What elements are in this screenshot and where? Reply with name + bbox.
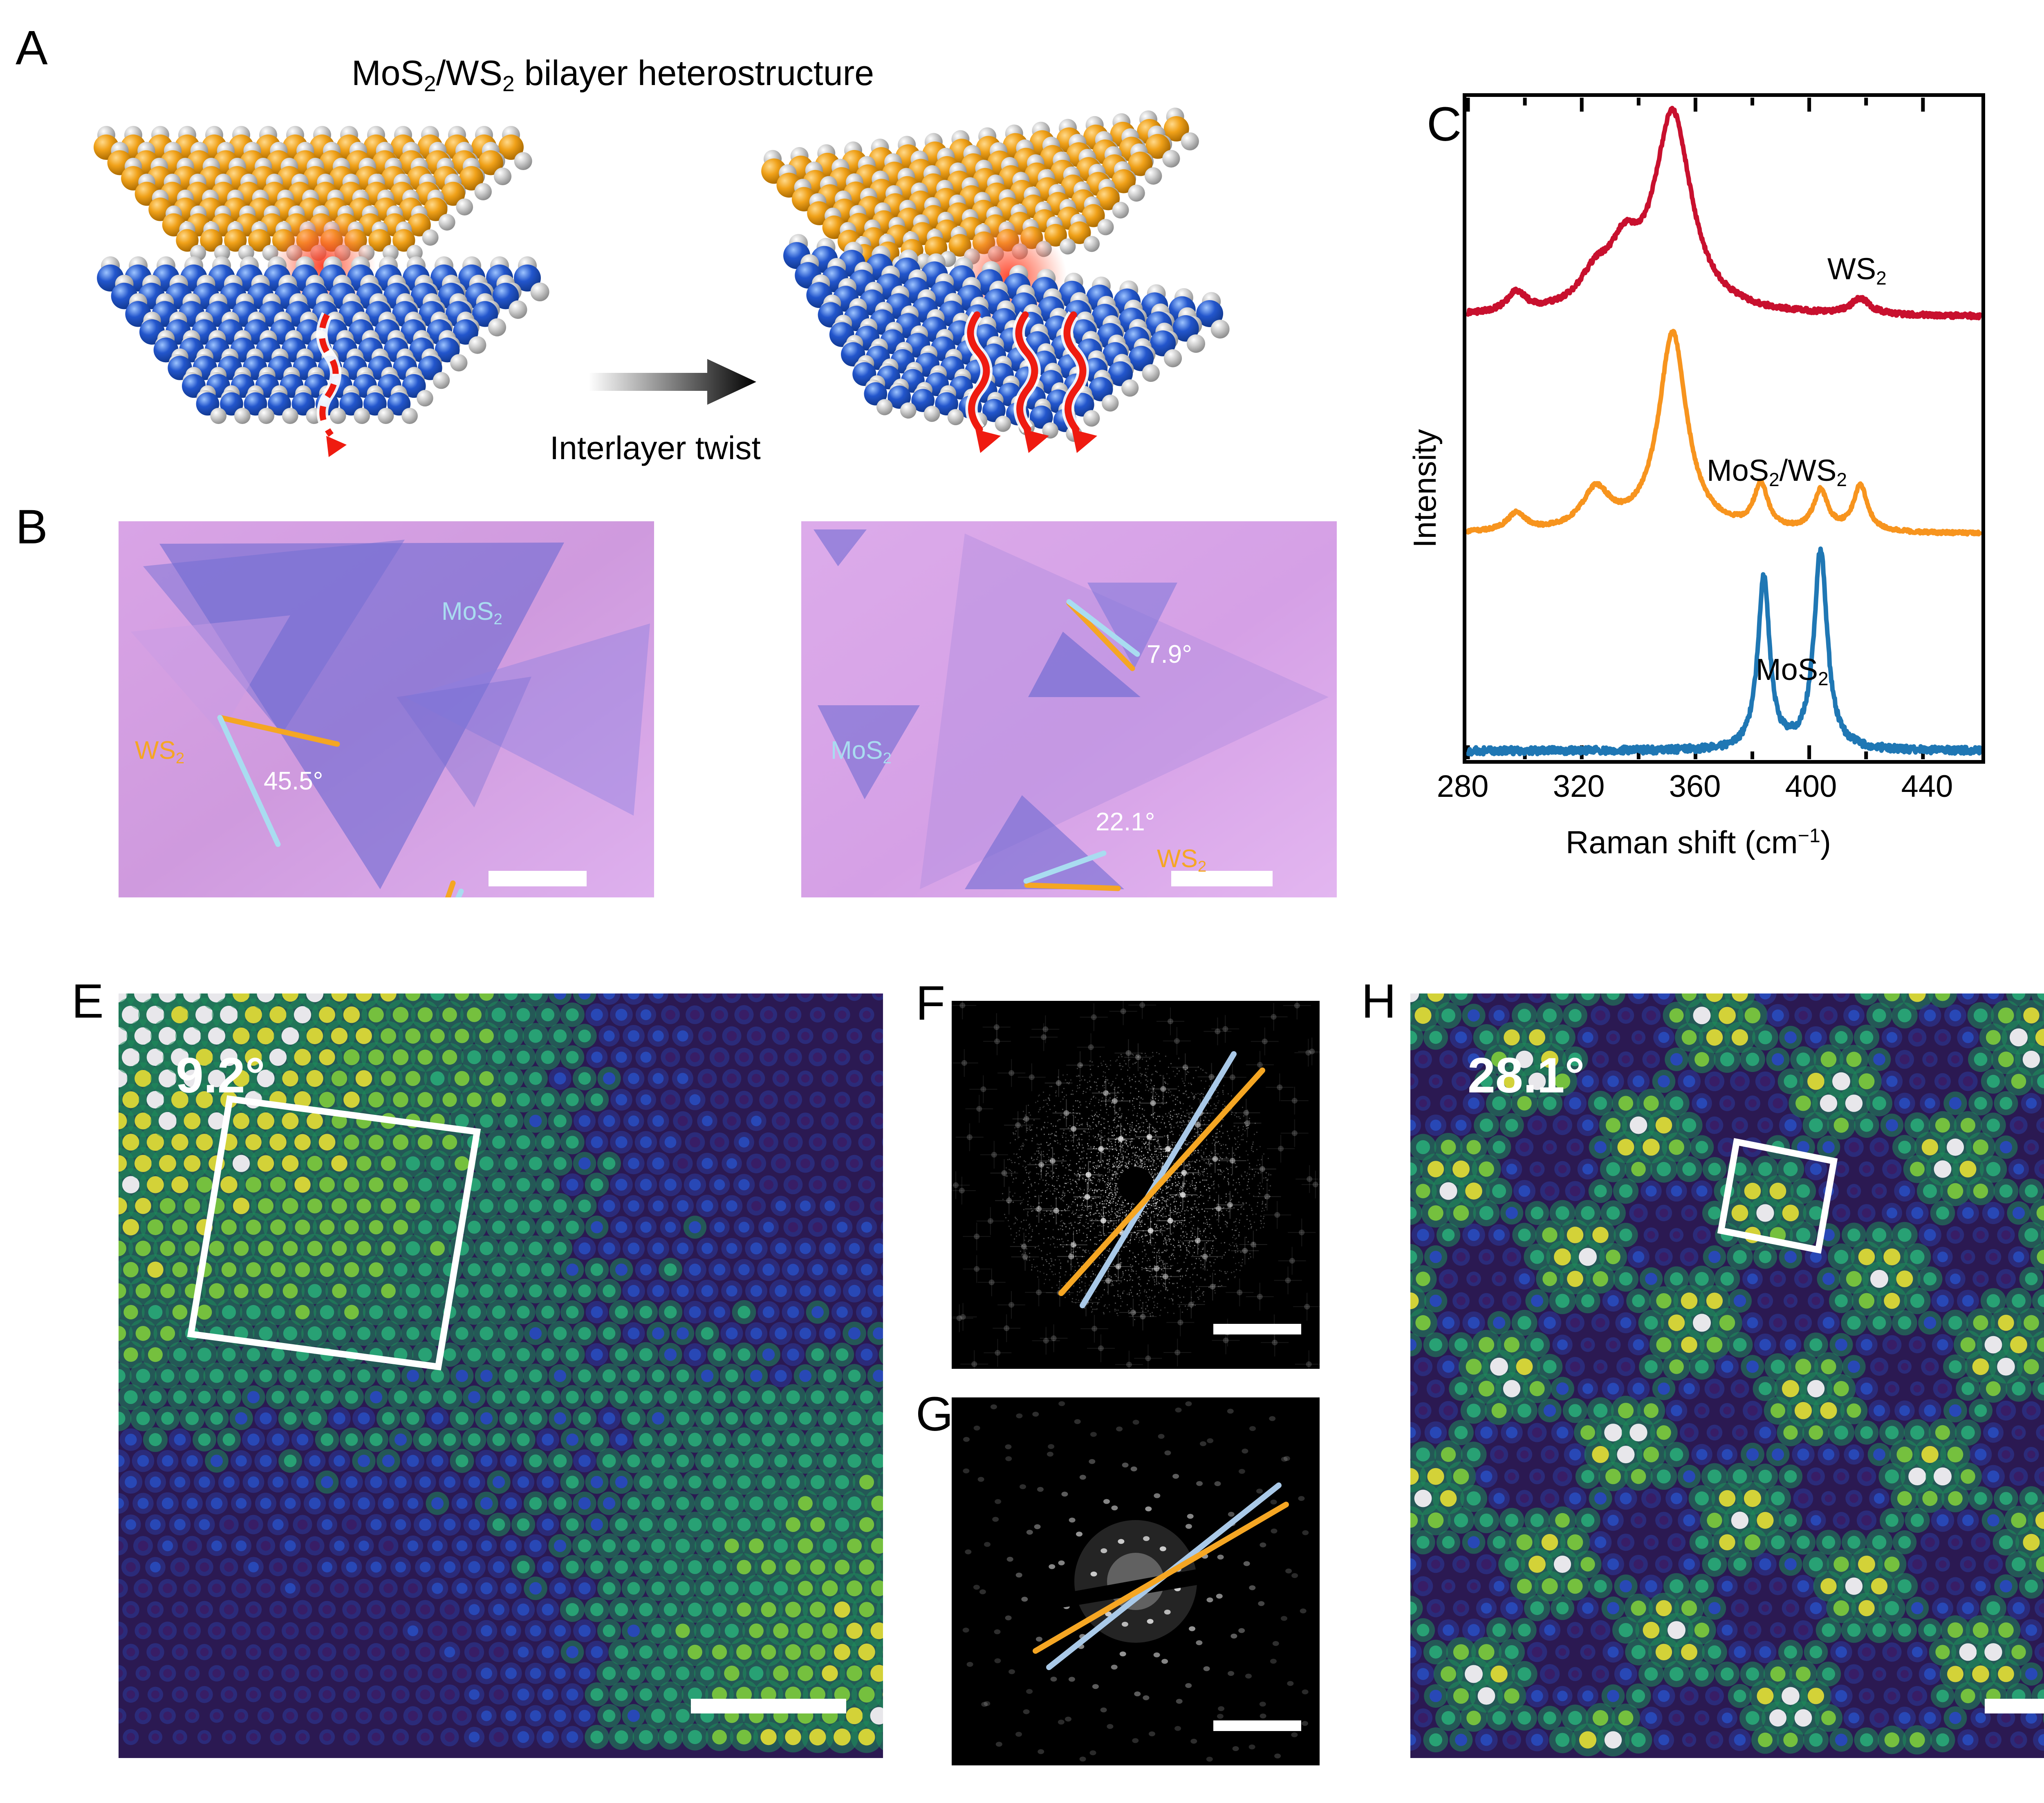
optical-image-left[interactable]: MoS2 WS2 45.5° 8.4°	[119, 521, 654, 897]
fft-9deg[interactable]	[952, 1001, 1320, 1369]
panel-letter-h: H	[1361, 974, 1396, 1028]
angle-label-45-5: 45.5°	[264, 767, 323, 795]
panel-c-trace-label-mos2: MoS2	[1756, 653, 1829, 689]
raman-spectra-plot[interactable]	[1463, 93, 1985, 764]
panel-c-trace-label-ws2: WS2	[1827, 252, 1887, 289]
scalebar	[1213, 1720, 1301, 1731]
x-tick-label: 440	[1901, 769, 1953, 804]
moire-unit-cell	[1717, 1138, 1838, 1254]
molecular-model-aligned	[94, 126, 549, 457]
panel-letter-g: G	[916, 1387, 953, 1441]
label-ws2-right: WS2	[1157, 845, 1207, 875]
moire-map-28deg[interactable]	[1410, 993, 2044, 1758]
x-tick-label: 320	[1553, 769, 1605, 804]
angle-label-22-1: 22.1°	[1096, 808, 1155, 836]
panel-c-trace-label-mos2-ws2: MoS2/WS2	[1707, 453, 1847, 490]
panel-letter-c: C	[1427, 97, 1462, 151]
x-tick-label: 280	[1437, 769, 1489, 804]
figure-title: MoS2/WS2 bilayer heterostructure	[352, 53, 874, 96]
scalebar-e	[691, 1699, 846, 1713]
angle-label-7-9: 7.9°	[1147, 640, 1192, 668]
x-tick-label: 360	[1669, 769, 1721, 804]
diffraction-9deg[interactable]	[952, 1397, 1320, 1765]
label-ws2-left: WS2	[135, 736, 185, 767]
label-mos2-left: MoS2	[442, 597, 502, 628]
panel-letter-a: A	[16, 21, 48, 75]
x-tick-label: 400	[1785, 769, 1837, 804]
interlayer-twist-arrow-icon	[589, 359, 756, 405]
panel-c-ylabel: Intensity	[1407, 429, 1443, 548]
panel-letter-e: E	[72, 974, 104, 1028]
moire-map-9deg[interactable]	[119, 993, 883, 1758]
optical-image-right[interactable]: MoS2 WS2 7.9° 22.1°	[801, 521, 1337, 897]
moire-unit-cell	[187, 1095, 481, 1370]
panel-c-xlabel: Raman shift (cm−1)	[1566, 824, 1831, 860]
molecular-model-twisted	[761, 108, 1230, 453]
panel-letter-b: B	[16, 500, 48, 554]
scalebar	[1213, 1324, 1301, 1334]
twist-angle-badge-e: 9.2°	[176, 1047, 265, 1103]
scalebar-h	[1985, 1699, 2044, 1713]
label-mos2-right: MoS2	[831, 736, 892, 767]
figure-title-text: MoS2/WS2 bilayer heterostructure	[352, 54, 874, 96]
twist-angle-badge-h: 28.1°	[1468, 1047, 1585, 1103]
interlayer-twist-label: Interlayer twist	[550, 430, 761, 466]
panel-letter-f: F	[916, 976, 946, 1030]
